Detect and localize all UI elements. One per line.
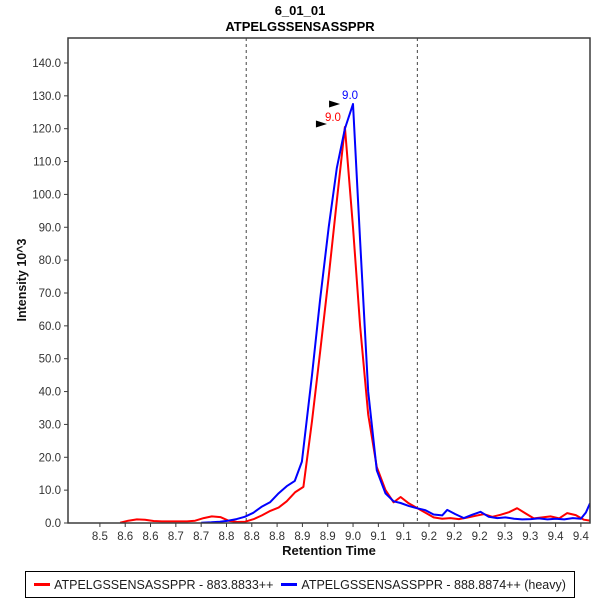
chart-subtitle: ATPELGSSENSASSPPR	[225, 19, 375, 34]
x-tick-label: 9.2	[472, 531, 488, 543]
peak-annotation-arrow-icon	[315, 120, 327, 128]
y-tick-label: 100.0	[32, 189, 61, 201]
y-tick-label: 70.0	[39, 288, 61, 300]
heavy-trace-swatch-icon	[281, 583, 298, 586]
x-tick-label: 9.4	[573, 531, 590, 543]
x-tick-label: 8.9	[294, 531, 310, 543]
legend-label-light: ATPELGSSENSASSPPR - 883.8833++	[54, 577, 274, 592]
legend-item-light: ATPELGSSENSASSPPR - 883.8833++	[34, 578, 273, 592]
legend-item-heavy: ATPELGSSENSASSPPR - 888.8874++ (heavy)	[281, 577, 566, 592]
x-tick-label: 8.7	[168, 531, 184, 543]
x-tick-label: 9.2	[421, 531, 437, 543]
plot-frame	[67, 37, 591, 524]
x-axis-title: Retention Time	[282, 543, 376, 558]
x-tick-label: 8.8	[269, 531, 285, 543]
y-tick-label: 60.0	[39, 321, 61, 333]
y-tick-label: 10.0	[39, 485, 61, 497]
y-tick-label: 130.0	[32, 91, 61, 103]
x-tick-label: 9.3	[497, 531, 513, 543]
x-tick-label: 9.3	[522, 531, 538, 543]
trace-heavy	[201, 103, 590, 523]
x-tick-label: 9.4	[548, 531, 565, 543]
x-tick-label: 8.6	[143, 531, 159, 543]
x-tick-label: 9.0	[345, 531, 361, 543]
y-tick-label: 120.0	[32, 124, 61, 136]
y-axis-title: Intensity 10^3	[15, 238, 29, 322]
trace-light	[119, 126, 590, 523]
x-tick-label: 8.8	[244, 531, 260, 543]
y-tick-label: 90.0	[39, 222, 61, 234]
legend-label-heavy: ATPELGSSENSASSPPR - 888.8874++ (heavy)	[301, 577, 566, 592]
y-tick-label: 30.0	[39, 419, 61, 431]
x-tick-label: 8.5	[92, 531, 108, 543]
x-tick-label: 9.2	[446, 531, 462, 543]
y-tick-label: 40.0	[39, 387, 61, 399]
peak-annotation-label-light: 9.0	[325, 112, 341, 124]
chart-title: 6_01_01	[274, 3, 326, 18]
y-tick-label: 0.0	[45, 518, 61, 530]
y-tick-label: 110.0	[33, 157, 61, 169]
peak-annotation-arrow-icon	[329, 100, 341, 108]
legend-box: ATPELGSSENSASSPPR - 883.8833++ ATPELGSSE…	[25, 571, 575, 598]
x-tick-label: 8.6	[117, 531, 133, 543]
peak-annotation-label-heavy: 9.0	[342, 90, 358, 102]
light-trace-swatch-icon	[34, 583, 51, 586]
y-tick-label: 80.0	[39, 255, 61, 267]
y-tick-label: 50.0	[39, 354, 61, 366]
x-tick-label: 8.8	[218, 531, 234, 543]
y-tick-label: 140.0	[32, 58, 61, 70]
legend: ATPELGSSENSASSPPR - 883.8833++ ATPELGSSE…	[0, 571, 600, 598]
y-tick-label: 20.0	[39, 452, 61, 464]
x-tick-label: 9.1	[396, 531, 412, 543]
x-tick-label: 9.1	[370, 531, 386, 543]
x-tick-label: 8.9	[320, 531, 336, 543]
x-tick-label: 8.7	[193, 531, 209, 543]
